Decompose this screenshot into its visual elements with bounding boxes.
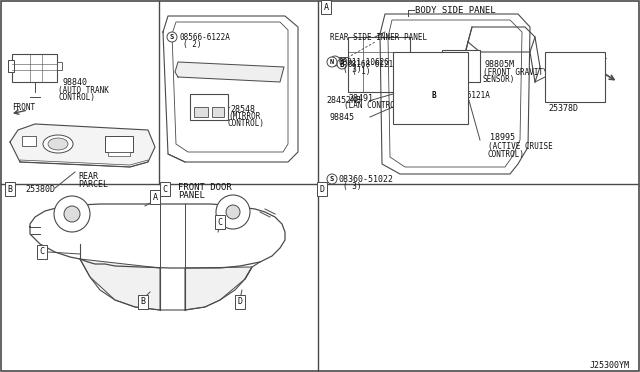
Circle shape [64,206,80,222]
Text: (FRONT GRAVITY: (FRONT GRAVITY [483,67,548,77]
Bar [190,94,228,120]
Text: N: N [330,59,334,65]
Text: A: A [323,3,328,12]
Text: BODY SIDE PANEL: BODY SIDE PANEL [415,6,495,15]
Text: ( 3): ( 3) [343,64,362,74]
Text: 08168-6121A: 08168-6121A [348,60,399,68]
Text: 25378D: 25378D [548,103,578,112]
Text: (AUTO TRANK: (AUTO TRANK [58,86,109,94]
Circle shape [216,195,250,229]
Bar [348,37,410,92]
Text: D: D [319,185,324,193]
Text: B: B [8,185,13,193]
Text: SENSOR): SENSOR) [483,74,515,83]
Text: CONTROL): CONTROL) [58,93,95,102]
Text: FRONT DOOR: FRONT DOOR [178,183,232,192]
Text: C: C [218,218,223,227]
Circle shape [167,32,177,42]
Text: B: B [432,90,436,99]
Text: 28548: 28548 [230,105,255,113]
Bar [8,60,14,72]
Text: 08360-51022: 08360-51022 [339,174,394,183]
Text: ( 2): ( 2) [183,39,202,48]
Text: ( 2): ( 2) [444,97,463,106]
Circle shape [424,61,434,71]
Text: ( 3): ( 3) [343,182,362,190]
Bar [22,136,36,146]
Text: 08911-1062G: 08911-1062G [339,58,390,67]
Text: C: C [163,185,168,193]
Text: PARCEL: PARCEL [78,180,108,189]
Bar [442,50,480,82]
Text: REAR SIDE INNER PANEL: REAR SIDE INNER PANEL [330,32,427,42]
Circle shape [327,174,337,184]
Bar [194,107,208,117]
Text: B: B [141,298,145,307]
Text: ( 1): ( 1) [352,67,371,76]
Text: A: A [152,192,157,202]
Circle shape [226,205,240,219]
Text: (ACTIVE CRUISE: (ACTIVE CRUISE [488,141,553,151]
Text: B: B [340,60,344,68]
Bar [545,52,605,102]
Circle shape [337,59,347,69]
Text: REAR: REAR [78,171,98,180]
Bar [105,136,133,152]
Polygon shape [175,62,284,82]
Bar [108,152,130,156]
Text: D: D [237,298,243,307]
Circle shape [330,56,340,66]
Circle shape [429,90,439,100]
Text: (LAN CONTROL): (LAN CONTROL) [344,100,404,109]
Bar [393,52,468,124]
Text: 98840: 98840 [62,77,87,87]
Bar [212,107,224,117]
Text: J25300YM: J25300YM [590,362,630,371]
Polygon shape [185,267,252,310]
Ellipse shape [48,138,68,150]
Polygon shape [80,259,160,310]
Text: 28452NB: 28452NB [326,96,361,105]
Text: 28491: 28491 [348,93,373,103]
Ellipse shape [43,135,73,153]
Text: C: C [40,247,45,257]
Text: 25380D: 25380D [25,185,55,193]
Text: 08168-6121A: 08168-6121A [440,90,491,99]
Polygon shape [10,124,155,167]
Circle shape [54,196,90,232]
Bar [12,54,57,82]
Text: 18995: 18995 [490,132,515,141]
Circle shape [327,57,337,67]
Text: S: S [330,176,334,182]
Text: CONTROL): CONTROL) [228,119,265,128]
Text: 98845: 98845 [330,112,355,122]
Text: FRONT: FRONT [12,103,35,112]
Text: (MIRROR: (MIRROR [228,112,260,121]
Text: FRONT: FRONT [580,58,607,67]
Text: PANEL: PANEL [178,190,205,199]
Text: 98805M: 98805M [485,60,515,68]
Text: S: S [170,34,174,40]
Text: CONTROL): CONTROL) [488,150,525,158]
Text: 08566-6122A: 08566-6122A [179,32,230,42]
Bar [57,62,62,70]
